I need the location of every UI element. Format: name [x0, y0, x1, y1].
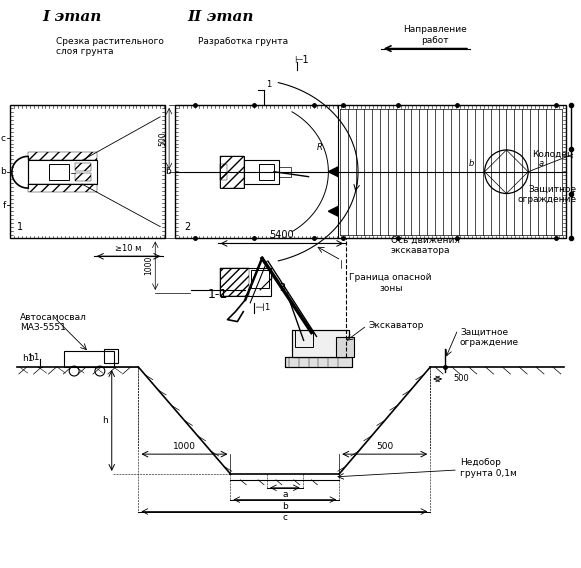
Text: h1: h1 — [22, 354, 34, 363]
Text: 1-1: 1-1 — [207, 288, 228, 301]
Text: Направление
работ: Направление работ — [403, 25, 467, 45]
Bar — [244, 160, 279, 183]
Text: f: f — [3, 201, 6, 210]
Text: a: a — [282, 490, 288, 499]
Bar — [28, 160, 97, 184]
Bar — [175, 105, 566, 239]
Text: ⊣: ⊣ — [254, 303, 264, 313]
Text: Колодец: Колодец — [533, 150, 573, 159]
Bar — [75, 173, 91, 181]
Text: b: b — [282, 502, 288, 511]
Bar — [336, 337, 354, 357]
Bar — [279, 167, 290, 177]
Text: Автосамосвал
МАЗ-5551: Автосамосвал МАЗ-5551 — [20, 313, 87, 332]
Text: Защитное
ограждение: Защитное ограждение — [460, 328, 519, 347]
Text: 5400: 5400 — [270, 231, 294, 240]
Bar — [64, 351, 114, 367]
Text: 3: 3 — [279, 283, 285, 293]
Bar — [220, 268, 249, 296]
Text: b: b — [166, 167, 171, 176]
Bar — [292, 329, 349, 357]
Bar — [220, 156, 244, 187]
Text: c: c — [282, 513, 288, 523]
Polygon shape — [328, 206, 338, 216]
Text: ≥10 м: ≥10 м — [116, 244, 142, 253]
Bar — [292, 329, 349, 357]
Text: b: b — [0, 167, 6, 176]
Text: II этап: II этап — [187, 10, 254, 24]
Bar — [251, 270, 269, 288]
Text: Защитное
ограждение: Защитное ограждение — [518, 184, 577, 204]
Text: ⊢1: ⊢1 — [295, 56, 309, 65]
Text: 1: 1 — [17, 222, 23, 232]
Bar — [220, 164, 228, 179]
Bar — [49, 164, 69, 180]
Bar — [285, 357, 352, 367]
Bar — [220, 156, 244, 187]
Text: 1: 1 — [264, 303, 270, 312]
Bar — [10, 105, 165, 239]
Text: 1000: 1000 — [144, 256, 153, 275]
Polygon shape — [328, 167, 338, 177]
Text: 500: 500 — [453, 374, 469, 383]
Bar — [220, 268, 271, 296]
Text: Экскаватор: Экскаватор — [369, 321, 424, 330]
Text: 1: 1 — [266, 80, 271, 89]
Text: 2: 2 — [184, 222, 190, 232]
Text: 1000: 1000 — [173, 442, 196, 451]
Bar — [28, 152, 97, 160]
Text: 500: 500 — [159, 131, 168, 145]
Text: Граница опасной
зоны: Граница опасной зоны — [349, 273, 432, 293]
Text: Недобор
грунта 0,1м: Недобор грунта 0,1м — [460, 458, 517, 478]
Bar — [295, 329, 313, 347]
Bar — [259, 164, 274, 179]
Text: R: R — [317, 143, 322, 152]
Bar — [28, 184, 97, 192]
Text: h1: h1 — [28, 353, 40, 362]
Bar — [285, 357, 352, 367]
Text: Ось движения
экскаватора: Ось движения экскаватора — [390, 236, 460, 255]
Text: 500: 500 — [376, 442, 393, 451]
Text: a: a — [539, 159, 544, 168]
Text: Срезка растительного
слоя грунта: Срезка растительного слоя грунта — [56, 37, 164, 56]
Text: b: b — [469, 159, 475, 168]
Text: I этап: I этап — [42, 10, 102, 24]
Text: Разработка грунта: Разработка грунта — [198, 37, 288, 45]
Text: h: h — [102, 416, 108, 425]
Bar — [104, 349, 118, 363]
Text: c: c — [1, 134, 6, 143]
Bar — [75, 164, 91, 171]
